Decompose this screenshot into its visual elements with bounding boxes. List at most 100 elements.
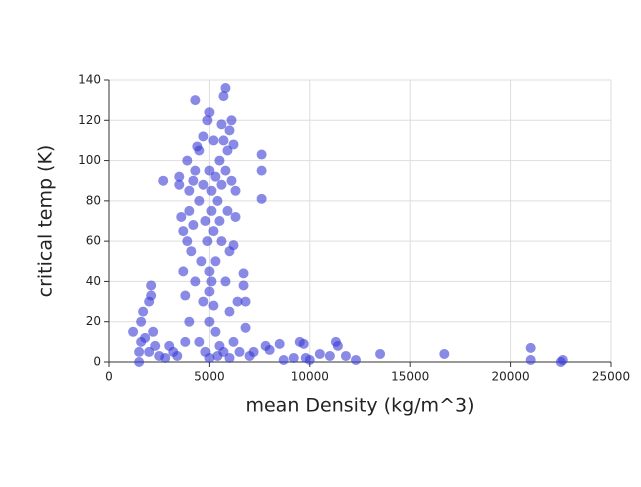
x-tick-label: 0 [105, 370, 113, 384]
point [202, 115, 213, 126]
point [184, 185, 195, 196]
y-tick-label: 120 [78, 113, 101, 127]
point [204, 352, 215, 363]
point [180, 336, 191, 347]
point [238, 280, 249, 291]
x-tick-label: 20000 [492, 370, 530, 384]
point [340, 350, 351, 361]
point [178, 226, 189, 237]
point [204, 107, 215, 118]
y-tick-label: 60 [86, 234, 101, 248]
point [184, 205, 195, 216]
point [228, 240, 239, 251]
point [190, 276, 201, 287]
point [146, 290, 157, 301]
point [240, 296, 251, 307]
point [220, 165, 231, 176]
y-tick-label: 140 [78, 73, 101, 87]
point [224, 125, 235, 136]
point [206, 276, 217, 287]
point [190, 165, 201, 176]
point [525, 342, 536, 353]
y-tick-label: 40 [86, 274, 101, 288]
point [204, 286, 215, 297]
point [196, 256, 207, 267]
y-tick-label: 0 [93, 355, 101, 369]
point [194, 336, 205, 347]
point [178, 266, 189, 277]
point [248, 346, 259, 357]
point [174, 179, 185, 190]
point [256, 193, 267, 204]
point [216, 119, 227, 130]
point [230, 185, 241, 196]
point [208, 135, 219, 146]
point [288, 352, 299, 363]
point [146, 280, 157, 291]
point [210, 326, 221, 337]
point [150, 340, 161, 351]
point [188, 220, 199, 231]
point [188, 175, 199, 186]
point [228, 336, 239, 347]
point [375, 348, 386, 359]
point [238, 268, 249, 279]
point [208, 300, 219, 311]
x-tick-label: 15000 [391, 370, 429, 384]
point [216, 236, 227, 247]
point [160, 352, 171, 363]
point [216, 179, 227, 190]
point [314, 348, 325, 359]
point [180, 290, 191, 301]
point [324, 350, 335, 361]
point [172, 350, 183, 361]
point [158, 175, 169, 186]
point [228, 139, 239, 150]
x-tick-label: 10000 [291, 370, 329, 384]
point [232, 296, 243, 307]
point [210, 171, 221, 182]
point [186, 246, 197, 257]
point [148, 326, 159, 337]
point [134, 346, 145, 357]
y-axis-label: critical temp (K) [35, 145, 57, 298]
point [224, 306, 235, 317]
point [278, 354, 289, 365]
point [184, 316, 195, 327]
point [214, 155, 225, 166]
point [208, 226, 219, 237]
point [222, 205, 233, 216]
point [176, 211, 187, 222]
point [200, 216, 211, 226]
point [198, 131, 209, 142]
point [128, 326, 139, 337]
point [206, 185, 217, 196]
point [226, 175, 237, 186]
point [214, 216, 225, 226]
point [332, 340, 343, 351]
point [210, 256, 221, 267]
point [304, 354, 315, 365]
point [212, 195, 223, 206]
y-tick-label: 100 [78, 153, 101, 167]
point [230, 211, 241, 222]
point [204, 266, 215, 277]
point [194, 195, 205, 206]
y-tick-label: 20 [86, 314, 101, 328]
point [525, 354, 536, 365]
point [182, 155, 193, 166]
point [194, 145, 205, 156]
point [190, 95, 201, 106]
point [274, 338, 285, 349]
point [298, 338, 309, 349]
point [240, 322, 251, 333]
point [204, 316, 215, 327]
point [198, 179, 209, 190]
point [140, 332, 151, 343]
point [226, 115, 237, 126]
point [218, 135, 229, 146]
point [174, 171, 185, 182]
point [218, 91, 229, 102]
